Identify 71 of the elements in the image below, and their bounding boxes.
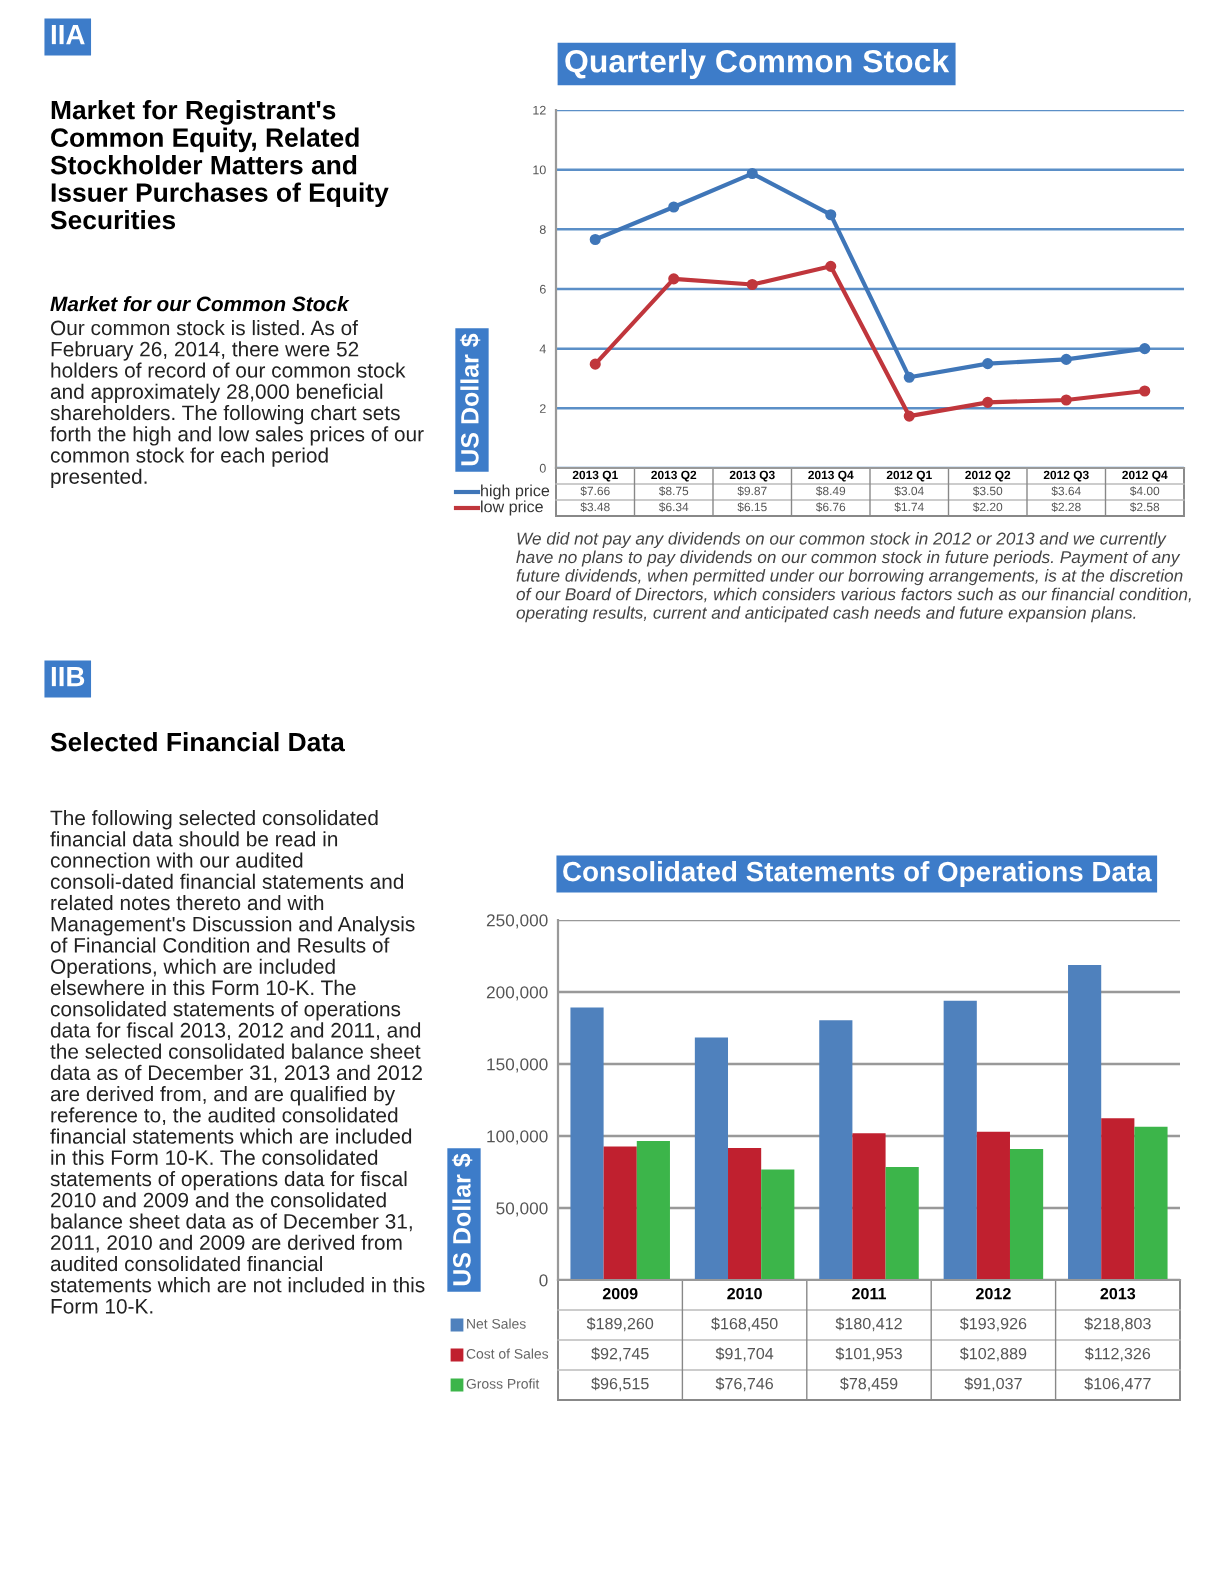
point — [825, 260, 837, 272]
point — [589, 233, 601, 246]
point — [668, 201, 680, 213]
bar — [885, 1167, 919, 1280]
data-label: $180,412 — [835, 1317, 902, 1332]
bar — [603, 1146, 637, 1280]
point — [746, 167, 758, 180]
bar — [728, 1147, 762, 1280]
point — [1060, 394, 1072, 406]
point — [903, 371, 915, 383]
point — [903, 410, 915, 422]
text: IIB — [51, 667, 85, 687]
bar — [1068, 964, 1102, 1280]
data-label: $112,326 — [1084, 1347, 1151, 1362]
data-label: $106,477 — [1084, 1377, 1151, 1392]
y-tick-label: 250,000 — [486, 914, 548, 929]
data-label: $76,746 — [715, 1377, 774, 1392]
bar — [570, 1007, 604, 1280]
data-label: $101,953 — [835, 1347, 902, 1362]
bar — [1101, 1118, 1135, 1280]
data-label: $102,889 — [959, 1347, 1027, 1362]
bar — [943, 1000, 977, 1280]
point — [1139, 343, 1151, 355]
x-tick-label: 2012 — [976, 1287, 1011, 1300]
chart-title: Consolidated Statements of Operations Data — [563, 861, 1152, 887]
data-label: $218,803 — [1084, 1317, 1151, 1332]
text: We did not pay any dividends on our common stock in 2012 or 2013 and we currently have no plans to pay dividends on our common stock in future periods. Payment of any future dividends, when permitted under our borrowing arrangements, is at the discretion of our Board of Directors, which considers various factors such as our financial condition, operating results, current and anticipated cash needs and future expansion plans. — [516, 532, 1191, 623]
point — [589, 358, 601, 370]
chart-title: Quarterly Common Stock — [565, 49, 950, 79]
point — [982, 396, 994, 408]
bar — [1009, 1148, 1044, 1280]
point — [746, 278, 758, 291]
x-tick-label: 2010 — [727, 1287, 762, 1300]
text: The following selected consolidated financial data should be read in connection with our audited consoli-dated financial statements and related notes thereto and with Management's Discussion and Analysis of Financial Condition and Results of Operations, which are included elsewhere in this Form 10-K. The consolidated statements of operations data for fiscal 2013, 2012 and 2011, and the selected consolidated balance sheet data as of December 31, 2013 and 2012 are derived from, and are qualified by reference to, the audited consolidated financial statements which are included in this Form 10-K. The consolidated statements of operations data for fiscal 2010 and 2009 and the consolidated balance sheet data as of December 31, 2011, 2010 and 2009 are derived from audited consolidated financial statements which are not included in this Form 10-K. — [50, 810, 425, 1314]
point — [825, 209, 837, 221]
point — [982, 358, 994, 370]
bar — [694, 1037, 729, 1280]
x-tick-label: 2011 — [852, 1287, 887, 1300]
y-axis-title: US Dollar $ — [459, 333, 481, 466]
y-tick-label: 0 — [539, 1274, 548, 1287]
x-tick-label: 2013 — [1100, 1287, 1136, 1300]
legend-label: low price — [481, 500, 543, 516]
bar — [852, 1133, 886, 1280]
data-label: $91,037 — [964, 1377, 1022, 1392]
legend-label: high price — [481, 484, 550, 500]
y-tick-label: 200,000 — [486, 986, 548, 1001]
point — [668, 273, 680, 285]
point — [1139, 385, 1151, 397]
text: Selected Financial Data — [50, 732, 345, 752]
data-label: $193,926 — [959, 1317, 1027, 1332]
data-label: $168,450 — [711, 1317, 778, 1332]
bar — [976, 1131, 1010, 1280]
data-label: $91,704 — [715, 1347, 774, 1362]
bar — [761, 1169, 795, 1280]
text: IIA — [51, 25, 85, 45]
bar — [819, 1020, 853, 1280]
y-tick-label: 50,000 — [496, 1202, 548, 1217]
y-tick-label: 100,000 — [487, 1130, 548, 1145]
text: Market for our Common Stock — [50, 296, 350, 312]
data-label: $78,459 — [840, 1377, 898, 1392]
text: Our common stock is listed. As of February 26, 2014, there were 52 holders of record of our common stock and approximately 28,000 beneficial shareholders. The following chart sets forth the high and low sales prices of our common stock for each period presented. — [50, 320, 424, 489]
data-label: $96,515 — [591, 1377, 649, 1392]
bar — [1134, 1126, 1168, 1280]
bar — [636, 1141, 670, 1280]
data-label: $189,260 — [586, 1317, 654, 1332]
point — [1060, 353, 1072, 365]
text: Market for Registrant's Common Equity, Related Stockholder Matters and Issuer Purchases of Equity Securities — [50, 100, 389, 230]
data-label: $92,745 — [591, 1347, 649, 1362]
y-tick-label: 150,000 — [487, 1058, 548, 1073]
x-tick-label: 2009 — [602, 1287, 638, 1300]
y-axis-title: US Dollar $ — [451, 1153, 473, 1286]
